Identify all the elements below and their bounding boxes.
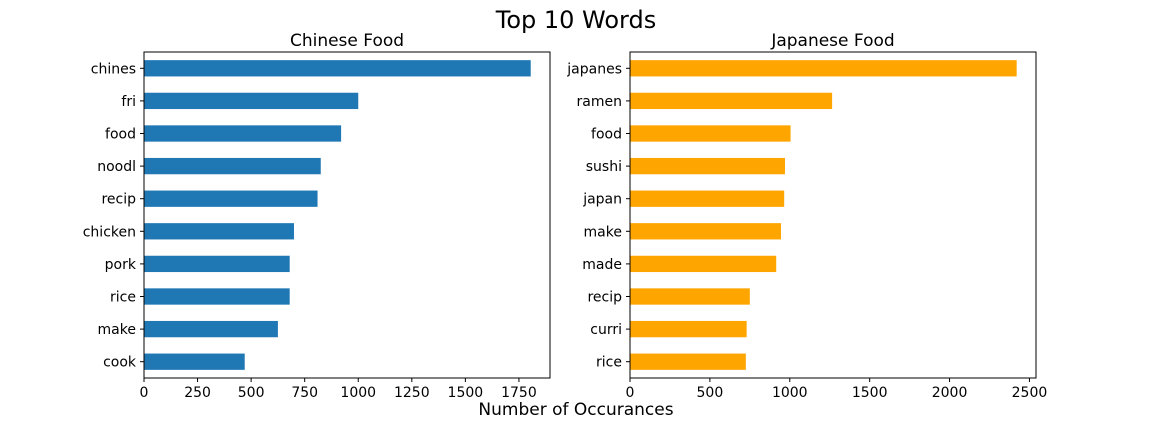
chinese-ytick-label: chicken — [83, 224, 136, 240]
japanese-bar-make — [630, 223, 781, 240]
japanese-food-chart: Japanese Food japanes ramen food sushi japan m… — [566, 31, 1047, 401]
japanese-bar-sushi — [630, 157, 785, 175]
chinese-ytick-label: cook — [103, 355, 137, 371]
japanese-bar-curri — [630, 320, 747, 338]
chinese-bar-fri — [144, 92, 359, 110]
chinese-bar-make — [144, 320, 278, 338]
chinese-bar-chicken — [144, 223, 294, 240]
japanese-ytick-label: ramen — [577, 94, 622, 110]
japanese-bar-japanes — [630, 60, 1017, 77]
chinese-xtick-label: 1000 — [340, 385, 376, 401]
japanese-bar-food — [630, 125, 791, 142]
japanese-ytick-label: rice — [596, 355, 622, 371]
japanese-ytick-label: make — [584, 224, 622, 240]
chinese-chart-title: Chinese Food — [290, 31, 404, 51]
chinese-xtick-label: 1500 — [448, 385, 484, 401]
chinese-bar-pork — [144, 255, 290, 273]
japanese-bar-rice — [630, 353, 746, 370]
japanese-ytick-label: japan — [582, 192, 622, 208]
japanese-bar-japan — [630, 190, 785, 207]
japanese-ytick-label: made — [582, 257, 622, 273]
chinese-ytick-label: chines — [91, 61, 136, 77]
chinese-axes-frame — [143, 51, 551, 379]
figure-xlabel: Number of Occurances — [478, 400, 673, 420]
chinese-xtick-label: 0 — [140, 385, 149, 401]
figure-title: Top 10 Words — [495, 6, 657, 34]
japanese-ytick-label: curri — [590, 322, 622, 338]
japanese-xtick-label: 2000 — [932, 385, 968, 401]
japanese-xtick-label: 2500 — [1012, 385, 1048, 401]
chinese-ytick-label: rice — [110, 290, 136, 306]
chinese-bar-rice — [144, 288, 290, 305]
japanese-ytick-label: sushi — [586, 159, 622, 175]
japanese-ytick-label: recip — [587, 290, 622, 306]
japanese-xtick-label: 1000 — [772, 385, 808, 401]
chinese-xtick-label: 500 — [238, 385, 265, 401]
japanese-xtick-label: 500 — [697, 385, 724, 401]
chinese-ytick-label: food — [105, 127, 136, 143]
chinese-xtick-label: 250 — [184, 385, 211, 401]
japanese-ytick-label: japanes — [566, 61, 622, 77]
chinese-bar-noodl — [144, 157, 321, 175]
chinese-xtick-label: 1250 — [394, 385, 430, 401]
chinese-ytick-label: recip — [101, 192, 136, 208]
japanese-axes-frame — [629, 51, 1037, 379]
japanese-bar-recip — [630, 288, 750, 305]
japanese-ytick-label: food — [591, 127, 622, 143]
chinese-bar-chines — [144, 60, 531, 77]
japanese-xtick-label: 1500 — [852, 385, 888, 401]
japanese-chart-title: Japanese Food — [770, 31, 894, 51]
chinese-xtick-label: 750 — [291, 385, 318, 401]
chinese-ytick-label: make — [98, 322, 136, 338]
japanese-xtick-label: 0 — [626, 385, 635, 401]
chinese-ytick-label: noodl — [97, 159, 136, 175]
chinese-bar-cook — [144, 353, 245, 370]
japanese-bar-ramen — [630, 92, 833, 110]
chinese-bar-food — [144, 125, 342, 142]
japanese-bar-made — [630, 255, 777, 273]
chinese-ytick-label: pork — [105, 257, 137, 273]
chinese-bar-recip — [144, 190, 318, 207]
chinese-ytick-label: fri — [121, 94, 136, 110]
chinese-food-chart: Chinese Food chines fri food noodl recip chick… — [83, 31, 551, 401]
chinese-xtick-label: 1750 — [501, 385, 537, 401]
